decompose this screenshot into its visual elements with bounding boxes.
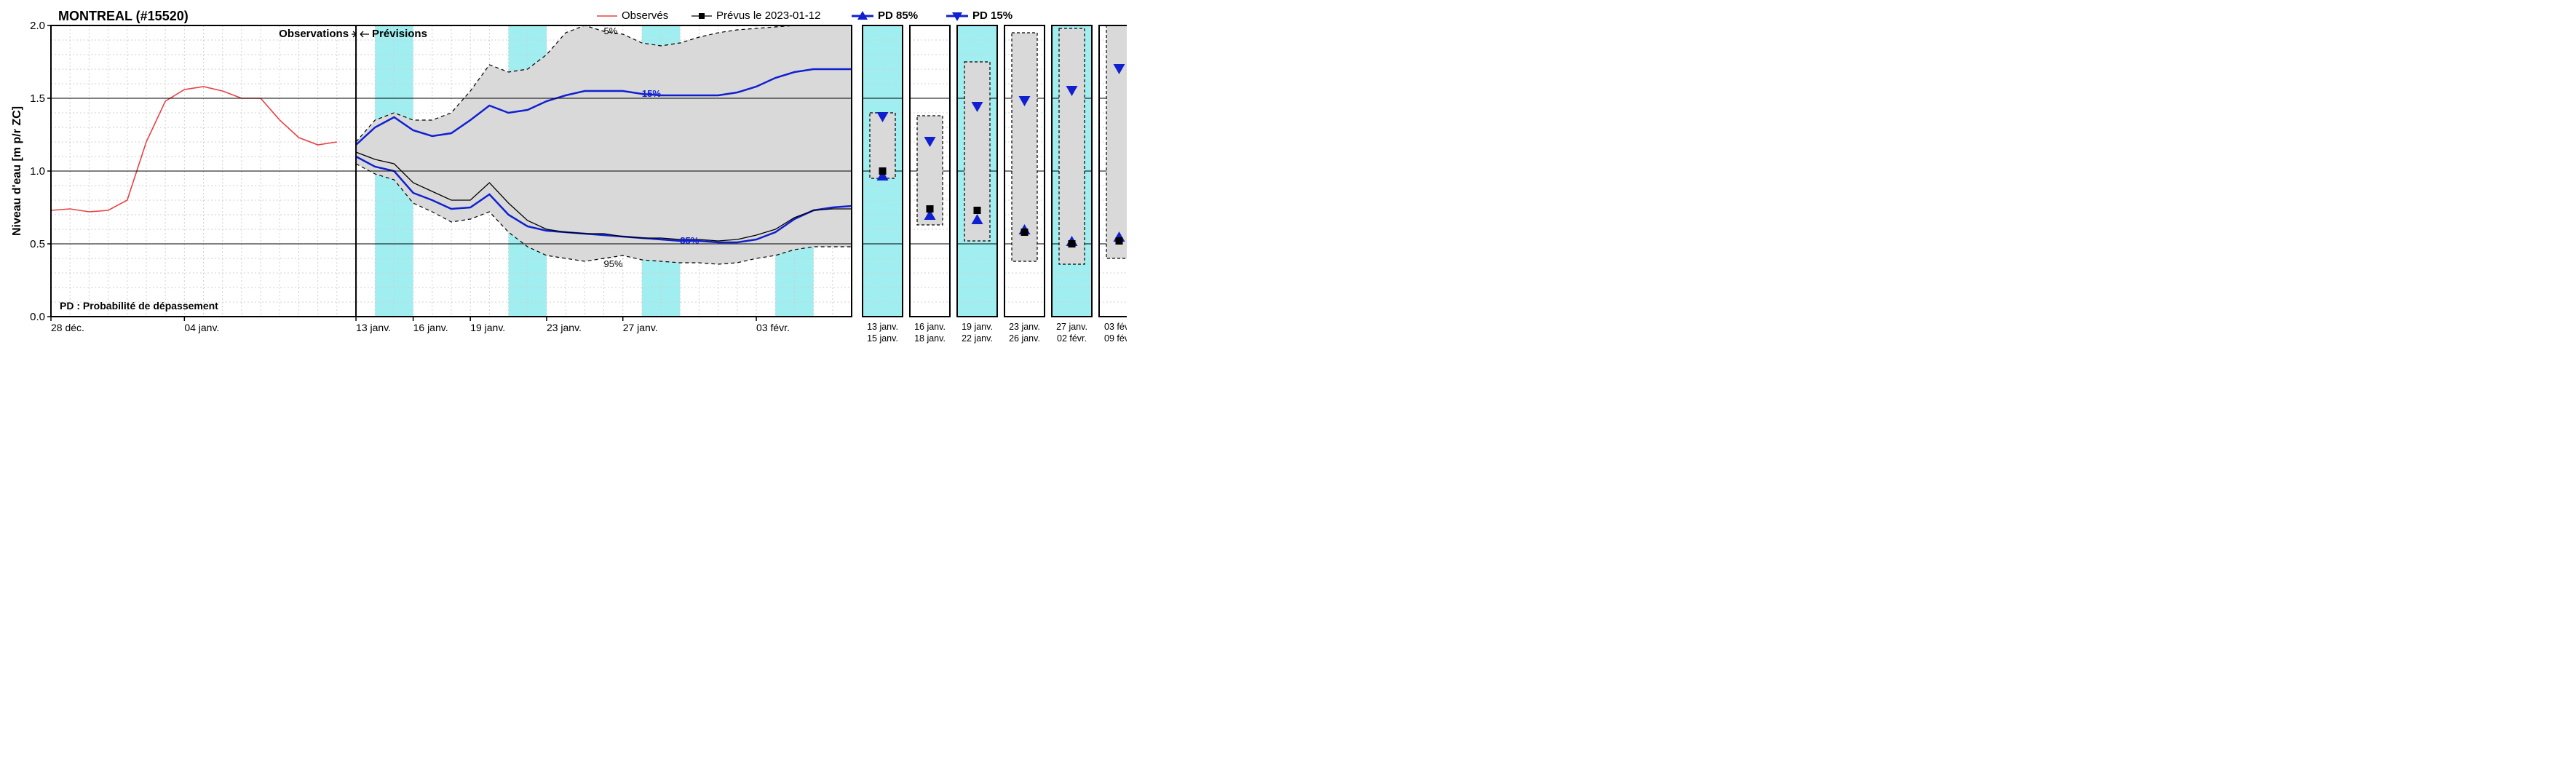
svg-text:5%: 5% — [604, 25, 618, 36]
svg-text:04 janv.: 04 janv. — [184, 322, 219, 333]
svg-text:PD 15%: PD 15% — [972, 9, 1012, 22]
svg-text:Niveau d'eau [m p/r ZC]: Niveau d'eau [m p/r ZC] — [11, 106, 23, 236]
svg-text:Prévisions: Prévisions — [372, 28, 427, 40]
svg-text:26 janv.: 26 janv. — [1009, 333, 1040, 344]
svg-text:85%: 85% — [680, 235, 699, 246]
svg-text:02 févr.: 02 févr. — [1057, 333, 1087, 344]
svg-text:03 févr.: 03 févr. — [1104, 322, 1127, 332]
svg-text:0.5: 0.5 — [30, 238, 45, 250]
svg-text:95%: 95% — [604, 258, 623, 269]
chart-svg: 0.0 0.5 1.0 1.5 2.0 Niveau d'eau [m p/r ZC] 28… — [7, 7, 1127, 349]
svg-text:16 janv.: 16 janv. — [914, 322, 946, 332]
svg-text:Observés: Observés — [622, 9, 668, 22]
svg-text:09 févr.: 09 févr. — [1104, 333, 1127, 344]
svg-text:28 déc.: 28 déc. — [51, 322, 84, 333]
svg-text:MONTREAL (#15520): MONTREAL (#15520) — [58, 9, 189, 23]
svg-text:15 janv.: 15 janv. — [867, 333, 898, 344]
svg-text:Prévus le 2023-01-12: Prévus le 2023-01-12 — [716, 9, 820, 22]
svg-text:13 janv.: 13 janv. — [356, 322, 391, 333]
svg-text:27 janv.: 27 janv. — [623, 322, 658, 333]
svg-text:0.0: 0.0 — [30, 311, 45, 323]
svg-text:PD 85%: PD 85% — [878, 9, 918, 22]
svg-text:23 janv.: 23 janv. — [547, 322, 582, 333]
svg-text:13 janv.: 13 janv. — [867, 322, 898, 332]
svg-text:2.0: 2.0 — [30, 20, 45, 32]
svg-text:Observations: Observations — [279, 28, 349, 40]
svg-text:27 janv.: 27 janv. — [1056, 322, 1087, 332]
svg-text:19 janv.: 19 janv. — [470, 322, 505, 333]
svg-text:1.0: 1.0 — [30, 165, 45, 178]
svg-text:15%: 15% — [642, 88, 661, 99]
svg-text:PD : Probabilité de dépassemen: PD : Probabilité de dépassement — [60, 300, 218, 312]
chart-container: 0.0 0.5 1.0 1.5 2.0 Niveau d'eau [m p/r ZC] 28… — [7, 7, 1127, 349]
svg-text:19 janv.: 19 janv. — [962, 322, 993, 332]
svg-text:16 janv.: 16 janv. — [413, 322, 448, 333]
svg-text:22 janv.: 22 janv. — [962, 333, 993, 344]
svg-text:03 févr.: 03 févr. — [756, 322, 790, 333]
svg-text:1.5: 1.5 — [30, 92, 45, 105]
svg-text:23 janv.: 23 janv. — [1009, 322, 1040, 332]
svg-text:18 janv.: 18 janv. — [914, 333, 946, 344]
